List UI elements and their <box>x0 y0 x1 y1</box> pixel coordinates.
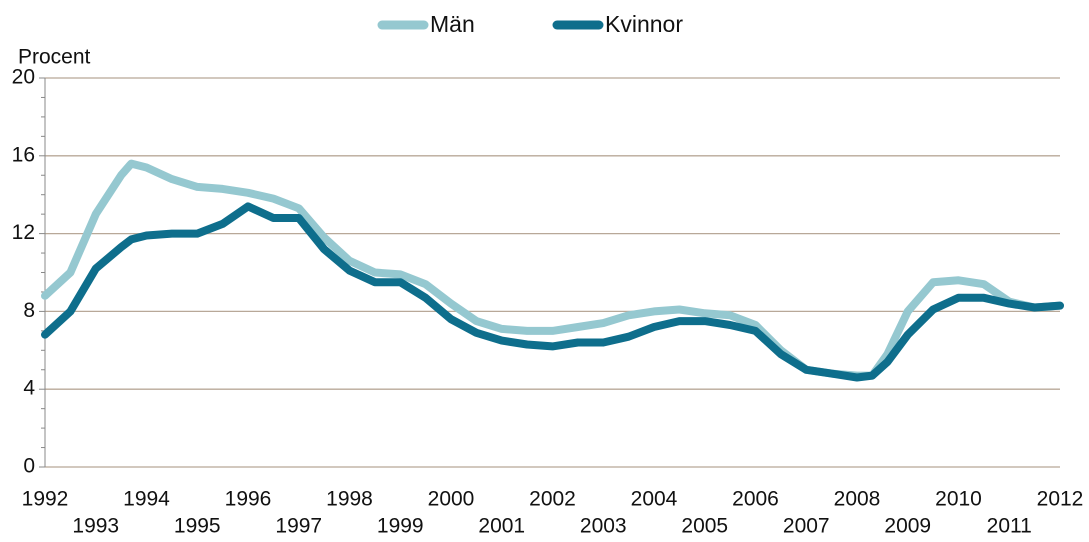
x-tick-label: 2003 <box>580 515 627 538</box>
x-tick-label: 1992 <box>22 488 69 511</box>
x-tick-label: 2010 <box>935 488 982 511</box>
x-tick-label: 1993 <box>72 515 119 538</box>
series-line <box>41 159 1064 380</box>
y-tick-label: 20 <box>12 66 35 89</box>
legend-label: Män <box>430 11 475 37</box>
y-axis-label: Procent <box>18 46 91 69</box>
y-tick-label: 8 <box>23 299 35 322</box>
x-tick-label: 2011 <box>987 515 1032 538</box>
x-tick-label: 1996 <box>225 488 272 511</box>
x-tick-label: 2008 <box>834 488 881 511</box>
x-tick-label: 2000 <box>428 488 475 511</box>
x-tick-label: 2005 <box>681 515 728 538</box>
y-tick-label: 4 <box>23 377 35 400</box>
x-tick-label: 2007 <box>783 515 830 538</box>
x-tick-label: 2009 <box>884 515 931 538</box>
y-tick-label: 0 <box>23 455 35 478</box>
x-tick-label: 1997 <box>275 515 322 538</box>
x-tick-label: 1994 <box>123 488 170 511</box>
x-tick-label: 2006 <box>732 488 779 511</box>
x-tick-label: 1999 <box>377 515 424 538</box>
x-tick-label: 2002 <box>529 488 576 511</box>
y-tick-label: 12 <box>12 221 35 244</box>
legend-label: Kvinnor <box>605 11 683 37</box>
x-tick-label: 1998 <box>326 488 373 511</box>
x-tick-label: 2012 <box>1037 488 1084 511</box>
x-tick-label: 1995 <box>174 515 221 538</box>
series-line <box>41 202 1064 382</box>
y-tick-label: 16 <box>12 143 35 166</box>
x-tick-label: 2001 <box>478 515 525 538</box>
x-tick-label: 2004 <box>631 488 678 511</box>
